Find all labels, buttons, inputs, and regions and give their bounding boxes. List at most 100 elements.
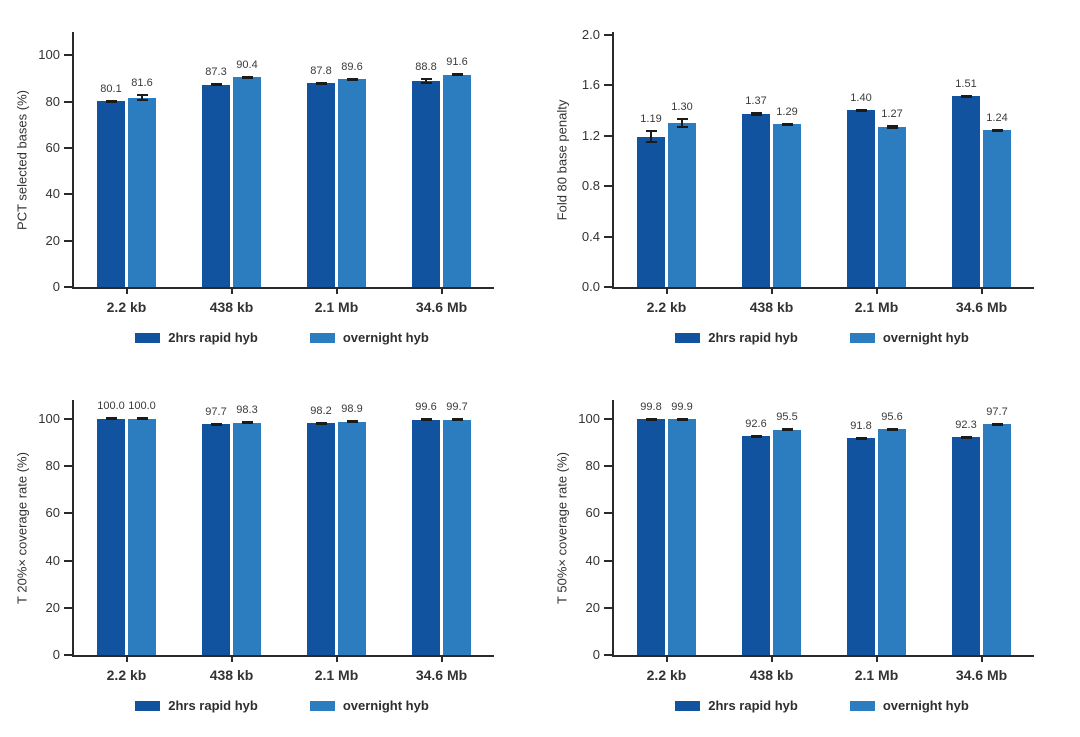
y-tick (604, 134, 612, 137)
x-tick (770, 287, 773, 294)
legend-item: overnight hyb (849, 330, 969, 345)
value-label: 88.8 (415, 61, 437, 74)
error-bar (451, 73, 463, 77)
bar (952, 437, 980, 655)
error-bar (645, 417, 657, 421)
y-tick (64, 512, 72, 515)
chart-fold-80-base-penalty: Fold 80 base penalty 0.0 0.4 0.8 1.2 1.6 2.0 2… (540, 0, 1080, 368)
error-bar-cap-top (960, 94, 972, 97)
y-axis-title: T 20%× coverage rate (%) (14, 452, 30, 604)
value-label: 89.6 (341, 60, 363, 73)
error-bar-cap-top (750, 112, 762, 115)
legend-swatch (849, 700, 875, 711)
legend-item: overnight hyb (309, 698, 429, 713)
legend-swatch (135, 332, 161, 343)
y-tick (64, 654, 72, 656)
bar (233, 77, 261, 287)
bar (878, 429, 906, 655)
error-bar-cap-top (960, 435, 972, 438)
error-bar-cap-top (105, 417, 117, 419)
value-label: 81.6 (131, 77, 153, 90)
y-tick-label: 20 (45, 232, 60, 248)
error-bar-cap-bottom (210, 424, 222, 426)
category-label: 2.2 kb (646, 299, 687, 315)
y-tick-label: 80 (585, 458, 600, 474)
bar (233, 422, 261, 655)
value-label: 92.6 (745, 417, 767, 430)
y-tick (604, 286, 612, 288)
value-label: 95.6 (881, 410, 903, 423)
y-tick (604, 512, 612, 515)
y-tick-label: 40 (45, 552, 60, 568)
error-bar-cap-bottom (855, 110, 867, 112)
error-bar-cap-bottom (886, 126, 898, 129)
legend-label: overnight hyb (882, 330, 969, 345)
category-label: 2.2 kb (106, 667, 147, 683)
error-bar-cap-top (781, 428, 793, 430)
error-bar-cap-bottom (750, 114, 762, 116)
legend-label: 2hrs rapid hyb (708, 330, 798, 345)
error-bar-cap-bottom (315, 83, 327, 85)
error-bar-cap-bottom (886, 429, 898, 431)
bar (443, 74, 471, 287)
category-label: 438 kb (209, 299, 254, 315)
bar (202, 84, 230, 287)
error-bar-cap-bottom (451, 419, 463, 422)
error-bar-cap-top (645, 130, 657, 133)
error-bar (781, 428, 793, 431)
value-label: 99.6 (415, 401, 437, 414)
value-label: 99.8 (640, 400, 662, 413)
y-tick-label: 100 (38, 47, 60, 63)
category-label: 34.6 Mb (415, 667, 468, 683)
y-tick-label: 0.0 (581, 279, 600, 294)
y-tick (64, 606, 72, 609)
error-bar (346, 419, 358, 423)
error-bar-cap-top (781, 122, 793, 125)
error-bar-cap-bottom (991, 424, 1003, 426)
error-bar-cap-bottom (241, 422, 253, 425)
error-bar-cap-top (676, 117, 688, 120)
error-bar-cap-bottom (855, 438, 867, 440)
x-tick (665, 655, 668, 662)
x-tick (980, 655, 983, 662)
y-tick-label: 40 (585, 552, 600, 568)
value-label: 1.24 (986, 111, 1008, 124)
error-bar-cap-bottom (645, 141, 657, 144)
category-label: 34.6 Mb (955, 299, 1008, 315)
y-tick-label: 0.8 (581, 178, 600, 193)
category-label: 34.6 Mb (415, 299, 468, 315)
bar (847, 438, 875, 655)
category-label: 438 kb (209, 667, 254, 683)
y-axis-title: Fold 80 base penalty (554, 99, 570, 221)
error-bar-cap-bottom (346, 421, 358, 423)
y-tick (604, 185, 612, 187)
error-bar-cap-bottom (420, 419, 432, 422)
y-tick-label: 20 (45, 599, 60, 615)
y-tick-label: 60 (45, 139, 60, 155)
bar (773, 429, 801, 655)
error-bar (346, 77, 358, 81)
value-label: 99.9 (671, 400, 693, 413)
bar (668, 122, 696, 287)
category-label: 2.1 Mb (314, 667, 359, 683)
value-label: 1.51 (955, 77, 977, 90)
plot-area: 0 20 40 60 80 100 2.2 kb 100.0 100.0 438 kb 97.7 98… (38, 400, 494, 683)
y-tick-label: 40 (45, 186, 60, 202)
value-label: 100.0 (128, 400, 156, 413)
error-bar (241, 421, 253, 425)
legend-item: overnight hyb (309, 330, 429, 345)
x-tick (440, 655, 443, 662)
legend-label: 2hrs rapid hyb (168, 698, 258, 713)
value-label: 80.1 (100, 82, 122, 95)
y-tick (64, 193, 72, 196)
y-tick (604, 559, 612, 562)
error-bar (645, 130, 657, 144)
category-label: 2.2 kb (106, 299, 147, 315)
bar (412, 81, 440, 287)
category-label: 438 kb (749, 299, 794, 315)
y-tick (604, 235, 612, 238)
y-tick (64, 54, 72, 57)
bar (847, 110, 875, 287)
error-bar-cap-bottom (451, 74, 463, 77)
